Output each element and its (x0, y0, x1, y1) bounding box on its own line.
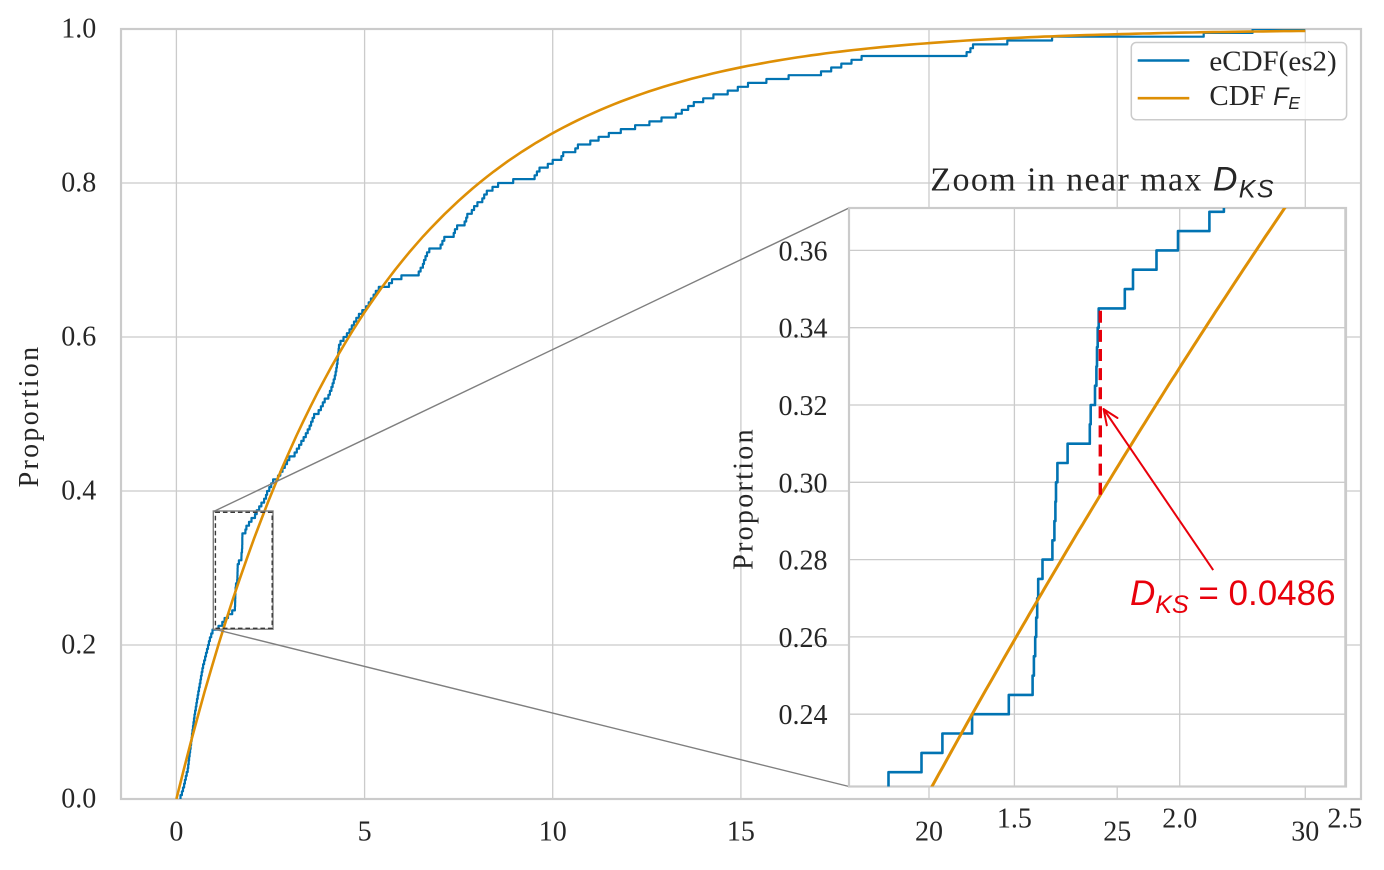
svg-text:0.32: 0.32 (779, 391, 828, 422)
svg-text:0.26: 0.26 (779, 623, 828, 654)
svg-text:DKS = 0.0486: DKS = 0.0486 (1130, 574, 1336, 619)
svg-text:CDF FE: CDF FE (1209, 80, 1300, 113)
svg-text:20: 20 (915, 816, 943, 847)
svg-text:0.28: 0.28 (779, 546, 828, 577)
svg-text:0.30: 0.30 (779, 468, 828, 499)
svg-text:5: 5 (358, 816, 372, 847)
svg-text:0.0: 0.0 (61, 784, 96, 815)
svg-text:0.34: 0.34 (779, 314, 828, 345)
svg-text:0.36: 0.36 (779, 236, 828, 267)
svg-text:30: 30 (1291, 816, 1319, 847)
svg-text:1.0: 1.0 (61, 14, 96, 45)
svg-text:0.6: 0.6 (61, 322, 96, 353)
svg-text:0.4: 0.4 (61, 476, 96, 507)
svg-text:Zoom in near max DKS: Zoom in near max DKS (930, 161, 1275, 204)
svg-text:15: 15 (727, 816, 755, 847)
svg-text:Proportion: Proportion (14, 345, 45, 488)
svg-text:eCDF(es2): eCDF(es2) (1209, 45, 1336, 77)
svg-text:25: 25 (1103, 816, 1131, 847)
svg-text:1.5: 1.5 (997, 803, 1032, 834)
svg-text:2.0: 2.0 (1162, 803, 1197, 834)
svg-text:Proportion: Proportion (729, 427, 760, 570)
svg-text:2.5: 2.5 (1327, 803, 1362, 834)
svg-text:0: 0 (169, 816, 183, 847)
svg-text:10: 10 (539, 816, 567, 847)
svg-text:0.2: 0.2 (61, 630, 96, 661)
svg-text:0.8: 0.8 (61, 168, 96, 199)
svg-text:0.24: 0.24 (779, 700, 828, 731)
